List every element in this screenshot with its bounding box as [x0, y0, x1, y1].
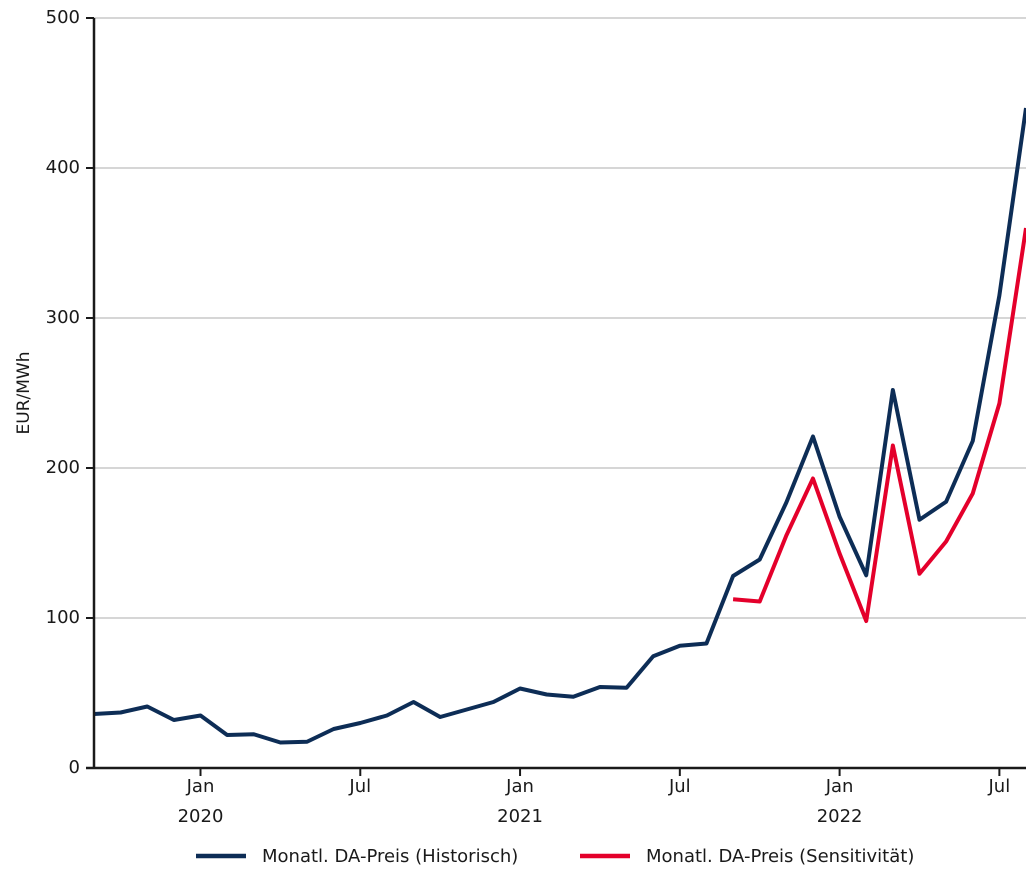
series-lines [93, 107, 1026, 745]
y-tick-label: 500 [46, 7, 80, 28]
x-tick-label: Jul [988, 776, 1011, 797]
x-tick-year-label: 2020 [178, 806, 224, 827]
y-tick-labels: 0 100 200 300 400 500 [46, 7, 80, 778]
x-tick-label: Jan [825, 776, 854, 797]
x-tick-label: Jan [505, 776, 534, 797]
x-tick-year-label: 2022 [817, 806, 863, 827]
x-tick-label: Jul [348, 776, 371, 797]
axes [86, 17, 1026, 776]
x-tick-label: Jul [668, 776, 691, 797]
legend-label-1: Monatl. DA-Preis (Sensitivität) [646, 846, 914, 867]
y-tick-label: 100 [46, 607, 80, 628]
legend-label-0: Monatl. DA-Preis (Historisch) [262, 846, 518, 867]
y-tick-label: 200 [46, 457, 80, 478]
y-tick-label: 400 [46, 157, 80, 178]
y-tick-label: 0 [69, 757, 80, 778]
y-axis-title: EUR/MWh [14, 352, 34, 435]
series-line-1 [732, 227, 1026, 623]
x-tick-year-label: 2021 [497, 806, 543, 827]
y-tick-label: 300 [46, 307, 80, 328]
x-tick-label: Jan [186, 776, 215, 797]
gridlines [94, 17, 1026, 619]
series-line-0 [93, 107, 1026, 745]
x-tick-labels: Jan 2020 Jul Jan 2021 Jul Jan 2022 Jul [178, 776, 1011, 827]
legend: Monatl. DA-Preis (Historisch) Monatl. DA-… [196, 846, 914, 867]
